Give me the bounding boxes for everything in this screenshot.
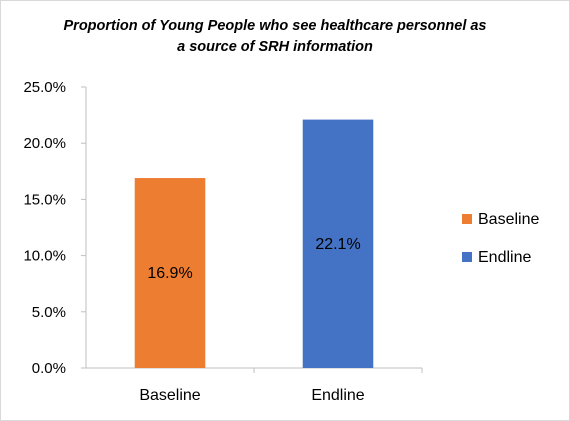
y-tick-label: 10.0% (23, 248, 66, 265)
y-tick-label: 25.0% (23, 79, 66, 96)
legend: Baseline Endline (462, 211, 539, 266)
legend-swatch (462, 214, 472, 224)
chart-title: Proportion of Young People who see healt… (63, 18, 487, 55)
bars: 16.9% Baseline 22.1% Endline (134, 119, 423, 404)
x-tick-label: Endline (311, 387, 364, 404)
y-tick-label: 20.0% (23, 135, 66, 152)
legend-swatch (462, 252, 472, 262)
bar-endline (302, 119, 374, 368)
y-tick-label: 0.0% (32, 360, 66, 377)
y-axis-ticks: 0.0% 5.0% 10.0% 15.0% 20.0% 25.0% (23, 79, 86, 377)
x-tick-label: Baseline (139, 387, 200, 404)
legend-label: Baseline (478, 211, 539, 228)
bar-baseline (134, 178, 206, 368)
legend-label: Endline (478, 249, 531, 266)
data-label-baseline: 16.9% (147, 265, 192, 282)
y-tick-label: 5.0% (32, 304, 66, 321)
data-label-endline: 22.1% (315, 236, 360, 253)
y-tick-label: 15.0% (23, 191, 66, 208)
